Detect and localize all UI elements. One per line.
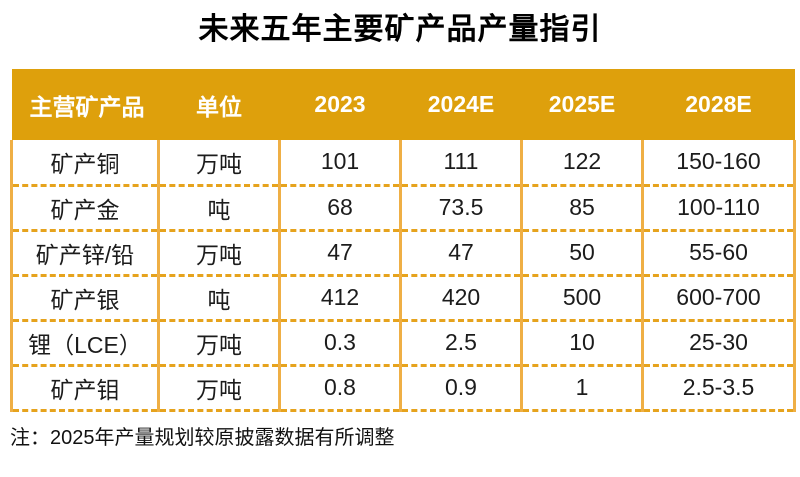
cell-2024e: 111 <box>399 140 523 187</box>
cell-product: 矿产锌/铅 <box>10 230 160 277</box>
cell-2024e: 0.9 <box>399 365 523 412</box>
table-row: 矿产锌/铅 万吨 47 47 50 55-60 <box>10 230 796 277</box>
cell-2023: 0.8 <box>278 365 402 412</box>
cell-2028e: 100-110 <box>641 185 796 232</box>
production-guidance-table: 主营矿产品 单位 2023 2024E 2025E 2028E 矿产铜 万吨 1… <box>10 69 796 412</box>
cell-2025e: 85 <box>520 185 644 232</box>
cell-product: 矿产银 <box>10 275 160 322</box>
cell-product: 矿产金 <box>10 185 160 232</box>
cell-unit: 吨 <box>157 185 281 232</box>
cell-2023: 68 <box>278 185 402 232</box>
cell-2028e: 55-60 <box>641 230 796 277</box>
table-row: 矿产铜 万吨 101 111 122 150-160 <box>10 140 796 187</box>
cell-unit: 万吨 <box>157 140 281 187</box>
cell-2023: 412 <box>278 275 402 322</box>
cell-2024e: 47 <box>399 230 523 277</box>
cell-2023: 0.3 <box>278 320 402 367</box>
cell-2023: 47 <box>278 230 402 277</box>
cell-2025e: 1 <box>520 365 644 412</box>
cell-2025e: 122 <box>520 140 644 187</box>
column-header-2028e: 2028E <box>642 69 795 140</box>
cell-2025e: 10 <box>520 320 644 367</box>
cell-2028e: 150-160 <box>641 140 796 187</box>
cell-unit: 吨 <box>157 275 281 322</box>
footnote: 注：2025年产量规划较原披露数据有所调整 <box>10 427 395 449</box>
cell-unit: 万吨 <box>157 230 281 277</box>
cell-2028e: 600-700 <box>641 275 796 322</box>
column-header-product: 主营矿产品 <box>11 69 159 140</box>
cell-2024e: 2.5 <box>399 320 523 367</box>
column-header-2024e: 2024E <box>400 69 522 140</box>
table-row: 矿产金 吨 68 73.5 85 100-110 <box>10 185 796 232</box>
cell-unit: 万吨 <box>157 365 281 412</box>
cell-2023: 101 <box>278 140 402 187</box>
column-header-unit: 单位 <box>158 69 280 140</box>
page-title: 未来五年主要矿产品产量指引 <box>198 13 602 46</box>
column-header-2023: 2023 <box>279 69 401 140</box>
table-row: 锂（LCE） 万吨 0.3 2.5 10 25-30 <box>10 320 796 367</box>
table-header-row: 主营矿产品 单位 2023 2024E 2025E 2028E <box>11 69 795 140</box>
table-row: 矿产钼 万吨 0.8 0.9 1 2.5-3.5 <box>10 365 796 412</box>
cell-2025e: 50 <box>520 230 644 277</box>
cell-2025e: 500 <box>520 275 644 322</box>
cell-2028e: 25-30 <box>641 320 796 367</box>
cell-product: 矿产铜 <box>10 140 160 187</box>
cell-product: 矿产钼 <box>10 365 160 412</box>
cell-2028e: 2.5-3.5 <box>641 365 796 412</box>
table-row: 矿产银 吨 412 420 500 600-700 <box>10 275 796 322</box>
cell-product: 锂（LCE） <box>10 320 160 367</box>
column-header-2025e: 2025E <box>521 69 643 140</box>
cell-2024e: 73.5 <box>399 185 523 232</box>
cell-unit: 万吨 <box>157 320 281 367</box>
cell-2024e: 420 <box>399 275 523 322</box>
